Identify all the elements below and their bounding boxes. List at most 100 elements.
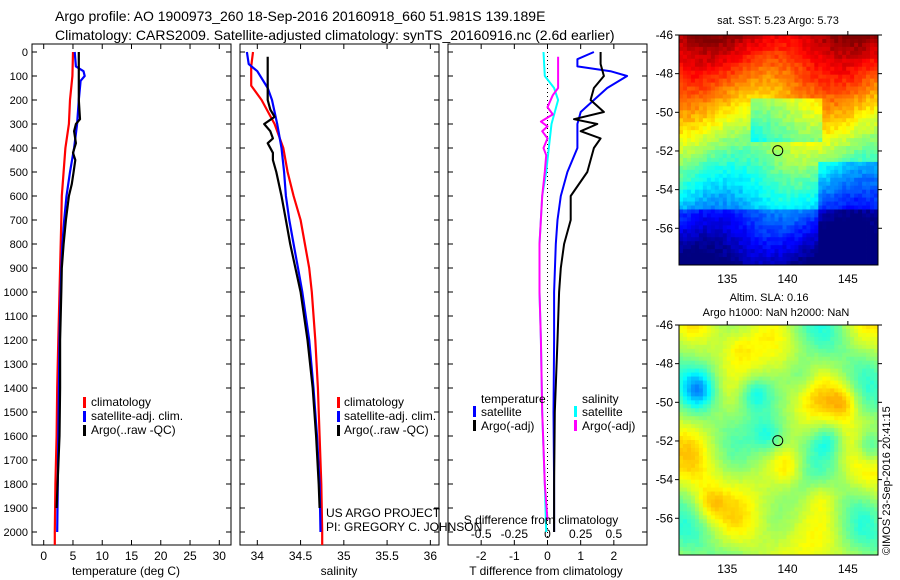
- heatmap-cell: [834, 122, 839, 127]
- heatmap-cell: [786, 46, 791, 52]
- heatmap-cell: [750, 225, 756, 230]
- heatmap-cell: [682, 193, 688, 198]
- heatmap-cell: [870, 161, 875, 167]
- heatmap-cell: [738, 388, 744, 393]
- heatmap-cell: [798, 340, 803, 346]
- heatmap-cell: [690, 150, 696, 155]
- heatmap-cell: [698, 221, 704, 226]
- heatmap-cell: [766, 364, 771, 370]
- heatmap-cell: [714, 177, 720, 183]
- heatmap-cell: [870, 153, 875, 159]
- heatmap-cell: [758, 181, 763, 187]
- heatmap-cell: [798, 376, 803, 381]
- heatmap-cell: [818, 340, 823, 346]
- heatmap-cell: [790, 459, 795, 465]
- heatmap-cell: [874, 432, 879, 437]
- heatmap-cell: [826, 257, 831, 262]
- heatmap-cell: [834, 209, 839, 214]
- heatmap-cell: [710, 62, 716, 68]
- heatmap-cell: [834, 348, 839, 354]
- heatmap-cell: [682, 440, 688, 445]
- heatmap-cell: [710, 161, 716, 167]
- heatmap-cell: [766, 396, 771, 401]
- heatmap-cell: [850, 110, 855, 115]
- heatmap-cell: [846, 372, 851, 377]
- heatmap-cell: [702, 229, 708, 234]
- heatmap-cell: [686, 459, 692, 465]
- heatmap-cell: [682, 352, 688, 358]
- heatmap-cell: [854, 372, 859, 377]
- heatmap-cell: [786, 86, 791, 91]
- heatmap-cell: [770, 122, 775, 127]
- heatmap-cell: [738, 153, 744, 159]
- heatmap-cell: [810, 440, 815, 445]
- heatmap-cell: [778, 146, 783, 151]
- heatmap-cell: [762, 50, 767, 56]
- heatmap-cell: [798, 50, 803, 56]
- heatmap-cell: [818, 70, 823, 76]
- heatmap-cell: [782, 70, 787, 76]
- heatmap-cell: [758, 348, 763, 354]
- heatmap-cell: [686, 181, 692, 187]
- heatmap-cell: [762, 420, 767, 425]
- heatmap-cell: [858, 416, 863, 421]
- heatmap-cell: [802, 38, 807, 44]
- heatmap-cell: [730, 396, 736, 401]
- heatmap-cell: [806, 443, 811, 449]
- heatmap-cell: [782, 146, 787, 151]
- heatmap-cell: [686, 126, 692, 131]
- heatmap-cell: [694, 443, 700, 449]
- heatmap-cell: [702, 253, 708, 258]
- heatmap-cell: [738, 451, 744, 457]
- heatmap-cell: [742, 153, 748, 159]
- heatmap-cell: [750, 201, 756, 206]
- heatmap-cell: [846, 356, 851, 362]
- heatmap-cell: [846, 432, 851, 437]
- heatmap-cell: [718, 237, 724, 242]
- heatmap-cell: [822, 138, 827, 143]
- heatmap-cell: [862, 177, 867, 183]
- heatmap-cell: [782, 455, 787, 461]
- heatmap-cell: [786, 249, 791, 254]
- heatmap-cell: [862, 106, 867, 111]
- heatmap-cell: [822, 161, 827, 167]
- heatmap-cell: [702, 404, 708, 409]
- heatmap-cell: [862, 344, 867, 350]
- heatmap-cell: [850, 86, 855, 91]
- heatmap-cell: [758, 356, 763, 362]
- heatmap-cell: [794, 424, 799, 429]
- heatmap-cell: [770, 253, 775, 258]
- heatmap-cell: [782, 169, 787, 175]
- heatmap-cell: [866, 46, 871, 52]
- heatmap-cell: [722, 150, 728, 155]
- heatmap-cell: [858, 126, 863, 131]
- temperature-panel: 0100200300400500600700800900100011001200…: [4, 43, 232, 578]
- heatmap-cell: [862, 189, 867, 195]
- heatmap-cell: [742, 404, 748, 409]
- heatmap-cell: [798, 146, 803, 151]
- heatmap-cell: [690, 221, 696, 226]
- heatmap-cell: [854, 217, 859, 222]
- heatmap-cell: [738, 325, 744, 330]
- heatmap-cell: [722, 388, 728, 393]
- heatmap-cell: [738, 360, 744, 366]
- heatmap-cell: [874, 420, 879, 425]
- heatmap-cell: [826, 340, 831, 346]
- heatmap-cell: [690, 46, 696, 52]
- heatmap-cell: [758, 257, 763, 262]
- heatmap-cell: [826, 372, 831, 377]
- heatmap-cell: [774, 35, 779, 40]
- heatmap-cell: [826, 189, 831, 195]
- heatmap-cell: [842, 165, 847, 171]
- heatmap-cell: [698, 420, 704, 425]
- heatmap-cell: [770, 165, 775, 171]
- heatmap-cell: [810, 404, 815, 409]
- heatmap-cell: [826, 169, 831, 175]
- heatmap-cell: [690, 201, 696, 206]
- heatmap-cell: [774, 412, 779, 417]
- heatmap-cell: [742, 106, 748, 111]
- heatmap-cell: [850, 261, 855, 266]
- heatmap-cell: [714, 98, 720, 103]
- heatmap-cell: [794, 134, 799, 139]
- heatmap-cell: [874, 245, 879, 250]
